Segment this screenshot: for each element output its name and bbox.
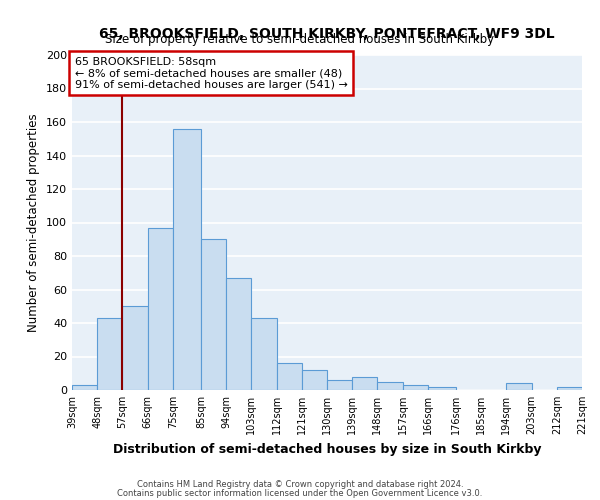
Bar — [251, 318, 277, 390]
Bar — [148, 228, 173, 390]
Title: 65, BROOKSFIELD, SOUTH KIRKBY, PONTEFRACT, WF9 3DL: 65, BROOKSFIELD, SOUTH KIRKBY, PONTEFRAC… — [99, 28, 555, 42]
Bar — [72, 385, 97, 390]
Text: Size of property relative to semi-detached houses in South Kirkby: Size of property relative to semi-detach… — [106, 32, 494, 46]
Bar — [506, 384, 532, 390]
Bar — [327, 380, 352, 390]
X-axis label: Distribution of semi-detached houses by size in South Kirkby: Distribution of semi-detached houses by … — [113, 442, 541, 456]
Bar — [403, 385, 428, 390]
Bar — [377, 382, 403, 390]
Bar — [302, 370, 327, 390]
Bar — [352, 376, 377, 390]
Bar — [557, 386, 582, 390]
Text: 65 BROOKSFIELD: 58sqm
← 8% of semi-detached houses are smaller (48)
91% of semi-: 65 BROOKSFIELD: 58sqm ← 8% of semi-detac… — [75, 56, 347, 90]
Bar — [226, 278, 251, 390]
Bar — [97, 318, 122, 390]
Bar — [173, 128, 201, 390]
Y-axis label: Number of semi-detached properties: Number of semi-detached properties — [28, 113, 40, 332]
Text: Contains public sector information licensed under the Open Government Licence v3: Contains public sector information licen… — [118, 488, 482, 498]
Text: Contains HM Land Registry data © Crown copyright and database right 2024.: Contains HM Land Registry data © Crown c… — [137, 480, 463, 489]
Bar — [122, 306, 148, 390]
Bar — [428, 386, 456, 390]
Bar — [277, 363, 302, 390]
Bar — [201, 240, 226, 390]
